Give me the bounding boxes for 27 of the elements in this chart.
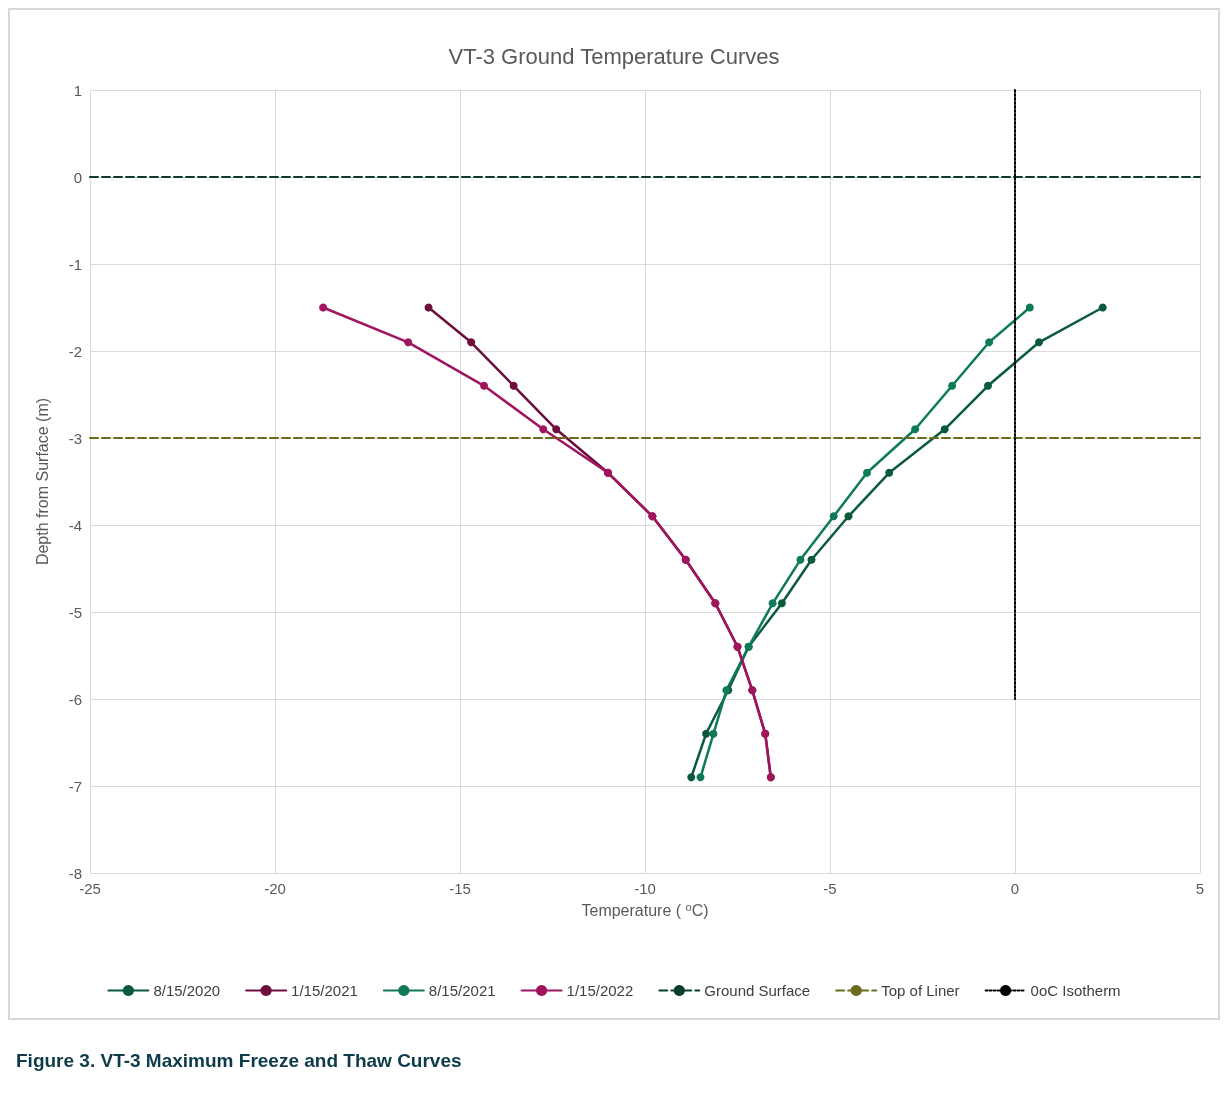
x-tick-label: -25	[79, 880, 101, 897]
caption: Figure 3. VT-3 Maximum Freeze and Thaw Curves	[16, 1050, 462, 1072]
x-tick-label: -15	[449, 880, 471, 897]
legend-label: 8/15/2020	[153, 982, 221, 999]
legend-label: Top of Liner	[881, 982, 960, 999]
chart-title: VT-3 Ground Temperature Curves	[448, 43, 780, 69]
y-tick-label: 0	[73, 168, 82, 186]
y-axis-title: Depth from Surface (m)	[33, 397, 51, 566]
y-tick-label: -8	[68, 864, 82, 882]
y-tick-label: 1	[73, 81, 82, 99]
legend-label: 1/15/2021	[291, 982, 358, 999]
y-tick-label: -3	[68, 429, 82, 447]
x-tick-label: -10	[634, 880, 656, 897]
y-tick-label: -4	[68, 516, 82, 534]
y-tick-label: -5	[68, 603, 82, 621]
legend-label: 1/15/2022	[566, 982, 634, 999]
legend-label: Ground Surface	[704, 982, 811, 999]
legend-label: 8/15/2021	[428, 982, 496, 999]
y-tick-label: -6	[68, 690, 82, 708]
x-tick-label: 5	[1195, 880, 1205, 897]
x-tick-label: -5	[823, 880, 837, 897]
x-tick-label: 0	[1010, 880, 1020, 897]
x-tick-label: -20	[264, 880, 286, 897]
y-tick-label: -7	[68, 777, 82, 795]
y-tick-label: -1	[68, 255, 82, 273]
legend-label: 0oC Isotherm	[1030, 982, 1121, 999]
y-tick-label: -2	[68, 342, 82, 360]
